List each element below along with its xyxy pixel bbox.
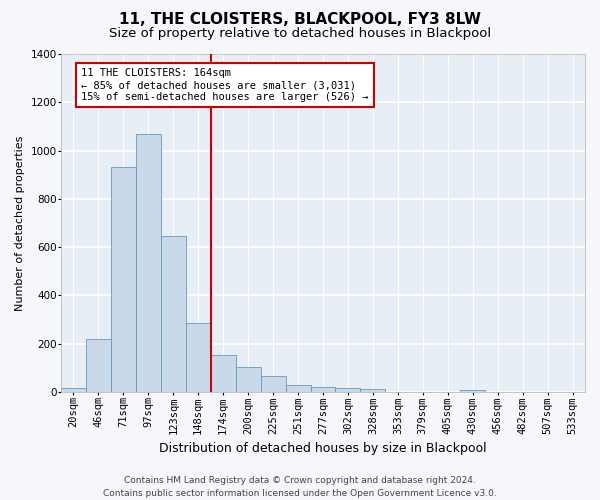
Bar xyxy=(335,388,361,392)
Bar xyxy=(136,134,161,392)
Bar xyxy=(460,390,485,392)
Bar xyxy=(286,385,311,392)
Text: Size of property relative to detached houses in Blackpool: Size of property relative to detached ho… xyxy=(109,28,491,40)
Bar xyxy=(260,376,286,392)
Bar xyxy=(236,366,260,392)
Bar xyxy=(86,339,111,392)
Y-axis label: Number of detached properties: Number of detached properties xyxy=(15,136,25,310)
Bar xyxy=(361,389,385,392)
Bar xyxy=(61,388,86,392)
Bar xyxy=(311,387,335,392)
X-axis label: Distribution of detached houses by size in Blackpool: Distribution of detached houses by size … xyxy=(159,442,487,455)
Text: 11, THE CLOISTERS, BLACKPOOL, FY3 8LW: 11, THE CLOISTERS, BLACKPOOL, FY3 8LW xyxy=(119,12,481,28)
Bar xyxy=(186,323,211,392)
Bar xyxy=(161,236,186,392)
Text: Contains HM Land Registry data © Crown copyright and database right 2024.
Contai: Contains HM Land Registry data © Crown c… xyxy=(103,476,497,498)
Text: 11 THE CLOISTERS: 164sqm
← 85% of detached houses are smaller (3,031)
15% of sem: 11 THE CLOISTERS: 164sqm ← 85% of detach… xyxy=(81,68,368,102)
Bar xyxy=(111,168,136,392)
Bar xyxy=(211,354,236,392)
